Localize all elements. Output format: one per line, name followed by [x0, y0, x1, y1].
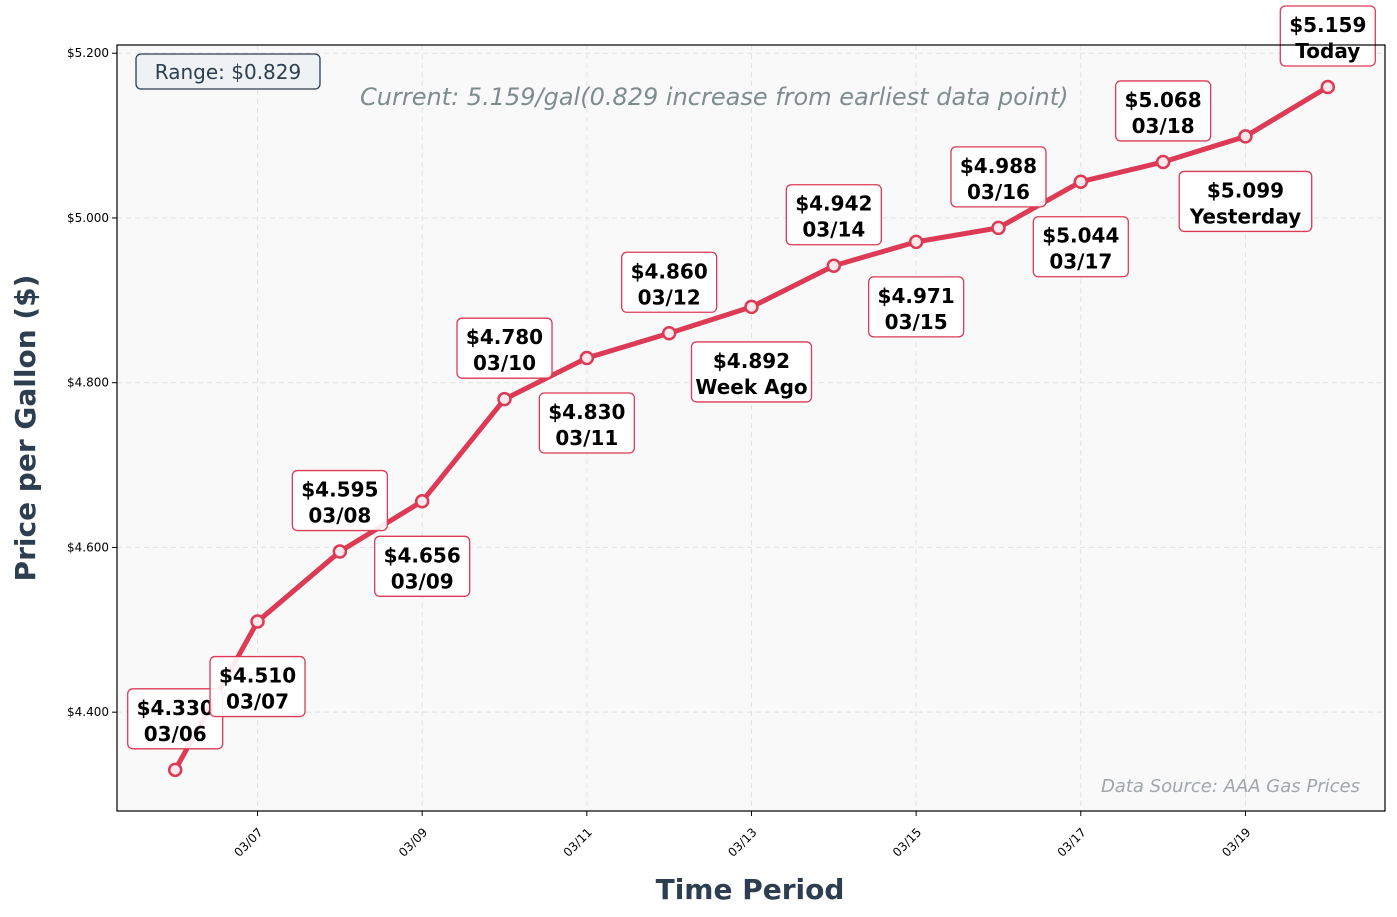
point-label-box [291, 469, 389, 532]
data-point [661, 326, 677, 341]
data-point [991, 220, 1006, 236]
point-label-date: 03/10 [473, 351, 536, 375]
point-label-date: 03/08 [308, 504, 371, 528]
data-point [1238, 129, 1253, 144]
point-label-date: 03/12 [638, 285, 701, 309]
x-tick-label: 03/13 [725, 825, 759, 859]
x-tick-label: 03/07 [231, 825, 265, 859]
point-label-value: $5.099 [1207, 178, 1284, 202]
range-text: Range: $0.829 [155, 60, 301, 84]
point-label-box [538, 392, 635, 454]
point-label-date: Yesterday [1189, 204, 1301, 228]
point-label-date: Today [1295, 39, 1360, 63]
point-label-date: 03/15 [885, 310, 948, 334]
y-tick-label: $5.000 [67, 211, 109, 225]
y-axis-label: Price per Gallon ($) [9, 275, 42, 582]
y-tick-label: $4.400 [67, 705, 109, 719]
data-point [332, 544, 348, 559]
point-label-box [785, 184, 882, 246]
point-label-value: $4.330 [137, 696, 214, 720]
x-tick-label: 03/19 [1219, 825, 1253, 859]
point-label-box [950, 146, 1047, 208]
point-label-box [1114, 80, 1212, 142]
point-label-date: 03/07 [226, 690, 289, 714]
x-axis-label: Time Period [656, 873, 845, 906]
point-label-box [1178, 170, 1313, 233]
data-point [1073, 174, 1089, 189]
point-label-date: 03/14 [802, 218, 865, 242]
source-note: Data Source: AAA Gas Prices [1101, 776, 1360, 797]
data-point [167, 762, 183, 778]
point-label-value: $4.595 [301, 478, 378, 502]
point-label-box [127, 688, 224, 750]
data-point [1155, 154, 1171, 170]
point-label-box [456, 317, 553, 379]
data-point [826, 258, 842, 273]
y-tick-label: $4.800 [67, 376, 109, 390]
x-tick-label: 03/09 [396, 825, 430, 859]
point-label-date: 03/06 [144, 722, 207, 746]
point-label-date: Week Ago [695, 375, 807, 399]
data-point [250, 614, 265, 629]
x-tick-label: 03/17 [1055, 825, 1089, 859]
point-label-date: 03/11 [555, 426, 618, 450]
point-label-box [209, 655, 306, 718]
x-tick-label: 03/11 [561, 825, 595, 859]
y-tick-label: $4.600 [67, 540, 109, 554]
point-label-value: $5.044 [1042, 224, 1119, 248]
plot-frame [116, 44, 1386, 812]
point-label-date: 03/17 [1049, 250, 1112, 274]
point-label-value: $4.892 [713, 349, 790, 373]
point-label-value: $4.988 [960, 154, 1037, 178]
point-label-value: $4.780 [466, 325, 543, 349]
y-tick-label: $5.200 [67, 46, 109, 60]
x-tick-label: 03/15 [890, 825, 924, 859]
point-label-value: $4.830 [548, 400, 625, 424]
point-label-box [374, 535, 471, 597]
point-label-value: $4.942 [795, 192, 872, 216]
point-label-value: $4.656 [384, 543, 461, 567]
data-point [497, 391, 512, 407]
point-label-date: 03/18 [1132, 114, 1195, 138]
data-point [414, 494, 430, 509]
point-label-value: $5.068 [1125, 88, 1202, 112]
point-label-box [621, 251, 718, 313]
point-label-value: $4.510 [219, 664, 296, 688]
data-point [908, 234, 924, 250]
point-label-value: $5.159 [1289, 13, 1366, 37]
data-point [1320, 79, 1336, 95]
point-label-box [1279, 5, 1376, 67]
data-point [579, 350, 595, 366]
data-point [744, 299, 759, 315]
point-label-date: 03/09 [391, 569, 454, 593]
point-label-date: 03/16 [967, 180, 1030, 204]
point-label-value: $4.971 [878, 284, 955, 308]
point-label-value: $4.860 [631, 259, 708, 283]
point-label-box [690, 341, 813, 403]
point-label-box [867, 276, 965, 338]
point-label-box [1032, 216, 1129, 278]
current-note: Current: 5.159/gal(0.829 increase from e… [360, 83, 1068, 111]
range-box: Range: $0.829 [135, 53, 321, 90]
